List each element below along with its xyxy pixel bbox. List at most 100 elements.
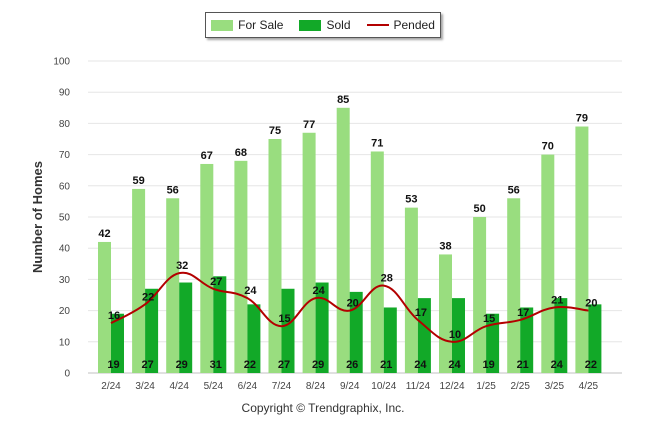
data-label-pended: 15 [278, 313, 290, 325]
bars [98, 107, 602, 374]
data-label-sold: 26 [346, 359, 358, 371]
x-tick-label: 7/24 [272, 381, 292, 392]
x-tick-label: 4/24 [169, 381, 189, 392]
legend: For Sale Sold Pended [205, 12, 441, 38]
bar-for-sale[interactable] [132, 188, 146, 373]
data-label-pended: 16 [108, 310, 120, 322]
legend-swatch-for-sale [211, 19, 234, 31]
x-tick-label: 12/24 [439, 381, 464, 392]
x-tick-label: 1/25 [476, 381, 496, 392]
bar-for-sale[interactable] [200, 163, 214, 373]
x-tick-label: 3/24 [135, 381, 155, 392]
data-label-sold: 19 [482, 359, 494, 371]
data-label-sold: 22 [244, 359, 256, 371]
bar-sold[interactable] [588, 304, 602, 373]
data-label-sold: 22 [585, 359, 597, 371]
legend-item-pended[interactable]: Pended [366, 18, 435, 32]
bar-sold[interactable] [315, 282, 329, 373]
bar-sold[interactable] [452, 298, 465, 373]
bar-sold[interactable] [213, 276, 227, 373]
bar-for-sale[interactable] [166, 198, 180, 373]
data-label-for-sale: 67 [201, 150, 213, 162]
legend-label-sold: Sold [326, 18, 351, 32]
bar-for-sale[interactable] [336, 107, 350, 374]
data-label-sold: 27 [141, 359, 153, 371]
x-tick-label: 2/24 [101, 381, 121, 392]
bar-sold[interactable] [554, 298, 568, 373]
bar-for-sale[interactable] [439, 254, 452, 373]
axes: 0 10 20 30 40 50 60 70 80 90 100 2/24 3/24 4/24 5/24 6/… [53, 57, 622, 392]
bar-sold[interactable] [417, 298, 431, 373]
y-tick-label: 10 [59, 337, 71, 348]
legend-label-for-sale: For Sale [238, 18, 284, 32]
data-label-pended: 21 [551, 294, 563, 306]
bar-for-sale[interactable] [370, 151, 384, 373]
pended-series-line[interactable] [110, 271, 589, 343]
data-label-for-sale: 75 [269, 125, 281, 137]
bar-for-sale[interactable] [575, 126, 589, 374]
data-label-sold: 24 [414, 359, 427, 371]
legend-item-for-sale[interactable]: For Sale [211, 18, 283, 32]
data-label-for-sale: 68 [235, 147, 247, 159]
bar-sold[interactable] [111, 313, 124, 373]
x-tick-label: 9/24 [340, 381, 360, 392]
bar-for-sale[interactable] [268, 139, 282, 373]
y-tick-label: 20 [59, 306, 71, 317]
data-label-for-sale: 53 [405, 194, 417, 206]
bar-sold[interactable] [247, 304, 261, 373]
legend-label-pended: Pended [393, 18, 435, 32]
data-label-sold: 19 [107, 359, 119, 371]
data-label-sold: 24 [448, 359, 461, 371]
bar-for-sale[interactable] [404, 207, 418, 373]
data-labels: 42 19 16 59 27 22 56 29 32 67 31 27 68 22 24 75 27 15 77 29… [98, 94, 597, 371]
bar-for-sale[interactable] [234, 160, 248, 373]
data-label-pended: 24 [312, 285, 325, 297]
legend-item-sold[interactable]: Sold [299, 18, 351, 32]
x-tick-label: 4/25 [579, 381, 599, 392]
data-label-pended: 17 [517, 307, 529, 319]
bar-sold[interactable] [486, 313, 500, 373]
bar-for-sale[interactable] [302, 132, 316, 373]
y-tick-label: 60 [59, 181, 71, 192]
data-label-for-sale: 38 [439, 240, 451, 252]
data-label-sold: 27 [278, 359, 290, 371]
legend-swatch-pended [366, 24, 389, 26]
x-tick-label: 8/24 [306, 381, 326, 392]
y-tick-label: 70 [59, 150, 71, 161]
bar-sold[interactable] [383, 307, 397, 373]
y-tick-label: 90 [59, 88, 71, 99]
y-tick-label: 0 [64, 369, 70, 380]
data-label-for-sale: 77 [303, 119, 315, 131]
copyright-footer: Copyright © Trendgraphix, Inc. [241, 401, 405, 415]
bar-for-sale[interactable] [473, 217, 487, 373]
data-label-sold: 24 [551, 359, 564, 371]
data-label-for-sale: 79 [576, 113, 588, 125]
data-label-for-sale: 42 [98, 228, 110, 240]
data-label-sold: 31 [210, 359, 222, 371]
bar-sold[interactable] [145, 288, 159, 373]
x-tick-label: 11/24 [406, 381, 431, 392]
bar-sold[interactable] [179, 282, 193, 373]
bar-sold[interactable] [281, 288, 295, 373]
data-label-pended: 22 [142, 291, 154, 303]
y-axis-label: Number of Homes [30, 161, 45, 273]
y-tick-label: 80 [59, 119, 71, 130]
bar-for-sale[interactable] [541, 154, 555, 373]
data-label-for-sale: 56 [167, 184, 179, 196]
bar-sold[interactable] [520, 307, 534, 373]
data-label-for-sale: 50 [473, 203, 485, 215]
x-tick-label: 6/24 [238, 381, 258, 392]
x-tick-label: 5/24 [204, 381, 224, 392]
bar-for-sale[interactable] [507, 198, 521, 373]
y-tick-label: 50 [59, 213, 71, 224]
data-label-pended: 28 [381, 273, 393, 285]
bar-for-sale[interactable] [98, 241, 111, 373]
pended-line [110, 271, 589, 343]
data-label-pended: 20 [347, 298, 359, 310]
y-tick-label: 100 [53, 57, 70, 68]
data-label-sold: 21 [380, 359, 392, 371]
bar-sold[interactable] [349, 291, 363, 373]
data-label-for-sale: 85 [337, 94, 349, 106]
data-label-for-sale: 59 [132, 175, 144, 187]
